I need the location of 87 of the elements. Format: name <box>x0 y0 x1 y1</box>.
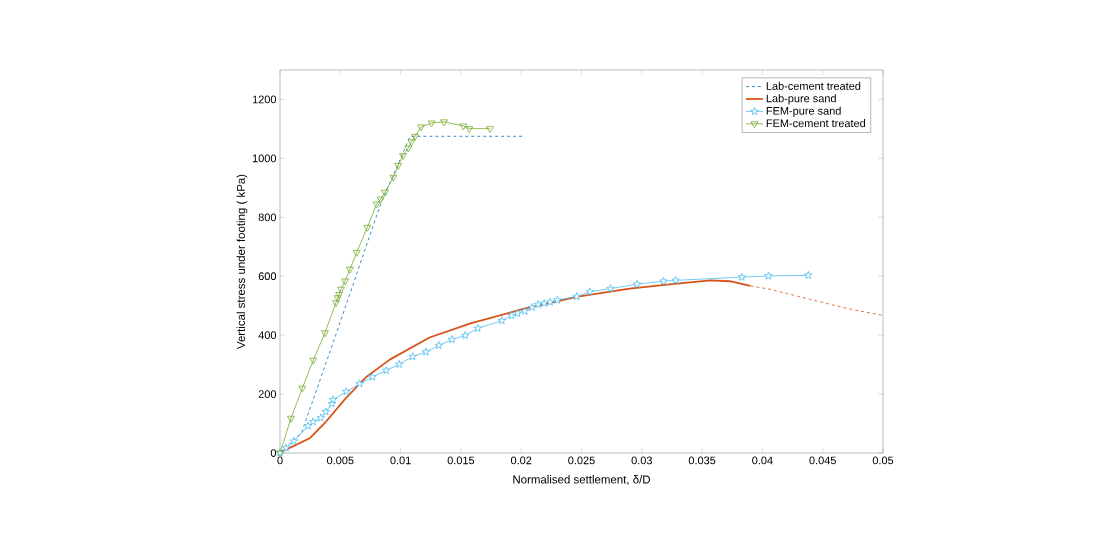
point <box>376 196 385 204</box>
point <box>399 153 407 160</box>
legend-label: Lab-pure sand <box>766 94 836 105</box>
point <box>764 271 773 280</box>
point <box>421 347 431 356</box>
point <box>447 335 457 344</box>
point <box>316 413 325 422</box>
point <box>804 270 813 279</box>
point <box>333 295 342 303</box>
point <box>394 163 403 170</box>
point <box>465 126 474 134</box>
point <box>394 359 404 368</box>
y-tick-label: 200 <box>258 390 277 398</box>
legend-label: FEM-pure sand <box>766 106 841 117</box>
x-tick-label: 0.015 <box>447 456 475 465</box>
point <box>328 395 338 404</box>
point <box>461 331 470 340</box>
point <box>407 139 416 147</box>
point <box>298 385 307 393</box>
point <box>381 189 389 197</box>
point <box>417 124 425 132</box>
point <box>434 341 444 350</box>
point <box>572 292 581 301</box>
x-tick-label: 0.05 <box>872 456 894 465</box>
y-tick-label: 1000 <box>252 154 277 163</box>
point <box>287 415 295 423</box>
point <box>533 300 543 309</box>
point <box>497 316 507 325</box>
point <box>352 249 361 257</box>
y-tick-label: 600 <box>258 272 277 281</box>
point <box>440 119 448 127</box>
point <box>553 295 562 304</box>
x-tick-label: 0.04 <box>752 456 773 465</box>
point <box>408 352 417 361</box>
point <box>303 421 313 430</box>
point <box>411 133 419 141</box>
x-axis-title: Normalised settlement, δ/D <box>513 475 651 485</box>
point <box>585 287 595 296</box>
point <box>404 145 413 153</box>
point <box>337 286 345 294</box>
point <box>539 298 549 307</box>
point <box>632 279 642 288</box>
x-tick-label: 0.02 <box>510 456 532 465</box>
point <box>606 284 615 293</box>
point <box>332 300 340 308</box>
x-tick-label: 0.01 <box>390 456 411 465</box>
point <box>527 303 537 312</box>
point <box>459 123 468 131</box>
point <box>507 311 516 320</box>
point <box>363 224 372 232</box>
x-tick-label: 0 <box>277 456 283 465</box>
x-tick-label: 0.035 <box>688 456 716 465</box>
point <box>671 275 680 284</box>
point <box>335 292 343 299</box>
point <box>321 407 331 416</box>
point <box>309 357 318 365</box>
point <box>346 266 354 274</box>
x-tick-label: 0.03 <box>631 456 652 465</box>
point <box>473 323 482 333</box>
y-tick-label: 0 <box>270 449 277 457</box>
y-axis-title: Vertical stress under footing ( kPa) <box>236 174 248 350</box>
point <box>355 379 364 388</box>
point <box>485 126 494 134</box>
legend-label: FEM-cement treated <box>766 119 866 128</box>
point <box>321 330 329 338</box>
legend-label: Lab-cement treated <box>766 81 861 90</box>
point <box>389 174 398 182</box>
point <box>308 417 318 426</box>
x-tick-label: 0.005 <box>327 456 354 465</box>
y-tick-label: 800 <box>258 213 277 222</box>
point <box>427 120 436 128</box>
point <box>281 443 291 452</box>
point <box>659 276 668 285</box>
point <box>372 201 381 209</box>
point <box>341 278 349 286</box>
point <box>289 436 299 445</box>
point <box>520 306 530 315</box>
point <box>513 308 522 317</box>
point <box>545 297 555 306</box>
x-tick-label: 0.045 <box>809 456 836 465</box>
point <box>368 372 377 381</box>
point <box>381 366 391 375</box>
y-tick-label: 1200 <box>252 95 277 104</box>
point <box>342 387 351 396</box>
y-tick-label: 400 <box>258 331 277 340</box>
x-tick-label: 0.025 <box>568 456 595 465</box>
point <box>737 272 747 281</box>
